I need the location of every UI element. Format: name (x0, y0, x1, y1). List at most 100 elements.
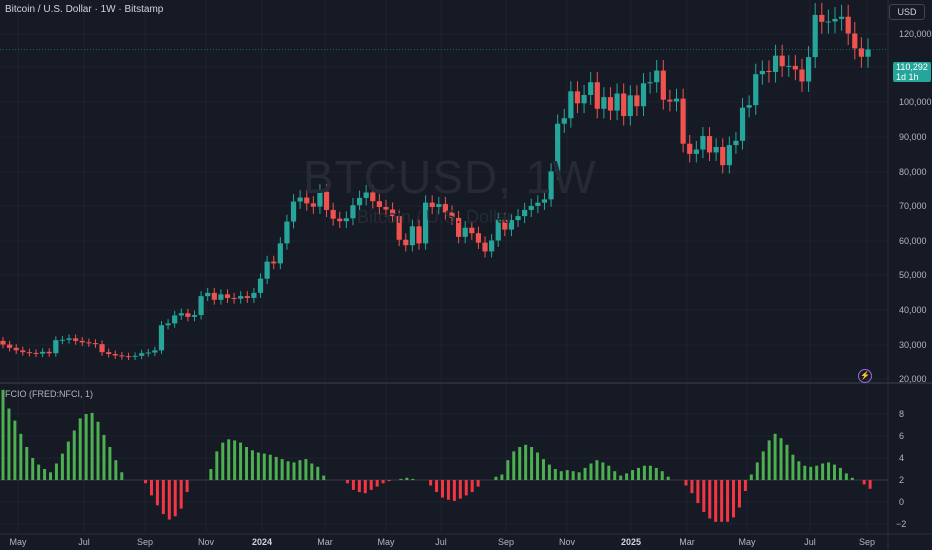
hist-bar (476, 480, 480, 487)
candle (515, 216, 521, 221)
candle (0, 340, 6, 345)
hist-bar (500, 474, 504, 480)
indicator-tick-label: 6 (899, 431, 904, 441)
candle (106, 352, 112, 354)
hist-bar (625, 473, 629, 480)
hist-bar (96, 421, 100, 480)
candle (700, 136, 706, 150)
candle (673, 98, 680, 102)
hist-bar (654, 467, 658, 480)
candle (139, 353, 145, 356)
hist-bar (250, 450, 254, 480)
candle (832, 18, 838, 22)
candle (119, 355, 125, 357)
candle (541, 199, 548, 203)
candle (660, 70, 666, 100)
candle (132, 355, 138, 357)
hist-bar (773, 433, 777, 480)
hist-bar (1, 389, 5, 480)
hist-bar (25, 447, 29, 480)
hist-bar (743, 480, 747, 491)
candle (185, 313, 191, 317)
hist-bar (714, 480, 718, 522)
time-tick-label: Nov (559, 537, 576, 547)
candle (403, 239, 409, 246)
hist-bar (363, 480, 367, 494)
hist-bar (7, 408, 11, 480)
candle (376, 201, 382, 208)
hist-bar (441, 480, 444, 498)
hist-bar (31, 458, 35, 480)
time-tick-label: 2024 (252, 537, 272, 547)
hist-bar (179, 480, 183, 509)
price-tick-label: 50,000 (899, 270, 927, 280)
candle (568, 91, 574, 119)
candle (489, 240, 495, 252)
candle (205, 292, 211, 297)
price-tick-label: 70,000 (899, 201, 927, 211)
candle (350, 205, 356, 219)
price-tick-label: 100,000 (899, 97, 932, 107)
candle (627, 95, 633, 117)
hist-bar (84, 414, 88, 480)
time-tick-label: May (377, 537, 395, 547)
hist-bar (613, 471, 617, 480)
hist-bar (167, 480, 171, 520)
lightning-icon[interactable]: ⚡ (858, 369, 872, 383)
hist-bar (66, 441, 70, 480)
candle (251, 292, 257, 298)
candle (687, 143, 693, 154)
hist-bar (161, 480, 165, 515)
candle (865, 49, 871, 57)
hist-bar (144, 480, 148, 484)
candle (112, 353, 118, 356)
hist-bar (78, 418, 82, 480)
hist-bar (274, 456, 278, 480)
hist-bar (791, 454, 795, 480)
hist-bar (54, 463, 58, 480)
indicator-label[interactable]: FCIO (FRED:NFCI, 1) (5, 389, 93, 399)
candle (178, 313, 184, 316)
hist-bar (720, 480, 724, 522)
candle (79, 340, 85, 343)
candle (7, 344, 13, 348)
candle (667, 99, 673, 102)
candle (456, 217, 462, 237)
candle (812, 14, 818, 58)
price-tick-label: 90,000 (899, 132, 927, 142)
currency-button[interactable]: USD (889, 4, 925, 20)
hist-bar (108, 447, 112, 480)
time-tick-label: May (9, 537, 27, 547)
watermark-symbol: BTCUSD, 1W (303, 151, 597, 203)
candle (845, 16, 851, 34)
candle (86, 342, 92, 344)
hist-bar (530, 447, 534, 480)
hist-bar (90, 412, 94, 480)
hist-bar (547, 464, 551, 480)
candle (746, 105, 752, 108)
hist-bar (607, 465, 611, 480)
hist-bar (696, 480, 700, 504)
candle (469, 227, 475, 234)
hist-bar (60, 453, 64, 480)
hist-bar (464, 480, 468, 496)
hist-bar (19, 433, 23, 480)
candle (647, 82, 653, 84)
hist-bar (684, 480, 688, 486)
time-tick-label: Nov (198, 537, 215, 547)
hist-bar (666, 476, 670, 480)
time-tick-label: Jul (804, 537, 816, 547)
hist-bar (245, 447, 249, 480)
hist-bar (524, 444, 528, 480)
candle (482, 242, 488, 252)
candle (370, 192, 376, 202)
time-tick-label: Mar (317, 537, 333, 547)
candle (739, 107, 746, 141)
candle (244, 296, 250, 298)
time-tick-label: Jul (435, 537, 447, 547)
candle (40, 351, 46, 354)
price-tick-label: 120,000 (899, 29, 932, 39)
symbol-title[interactable]: Bitcoin / U.S. Dollar · 1W · Bitstamp (5, 4, 164, 15)
hist-bar (838, 467, 842, 480)
